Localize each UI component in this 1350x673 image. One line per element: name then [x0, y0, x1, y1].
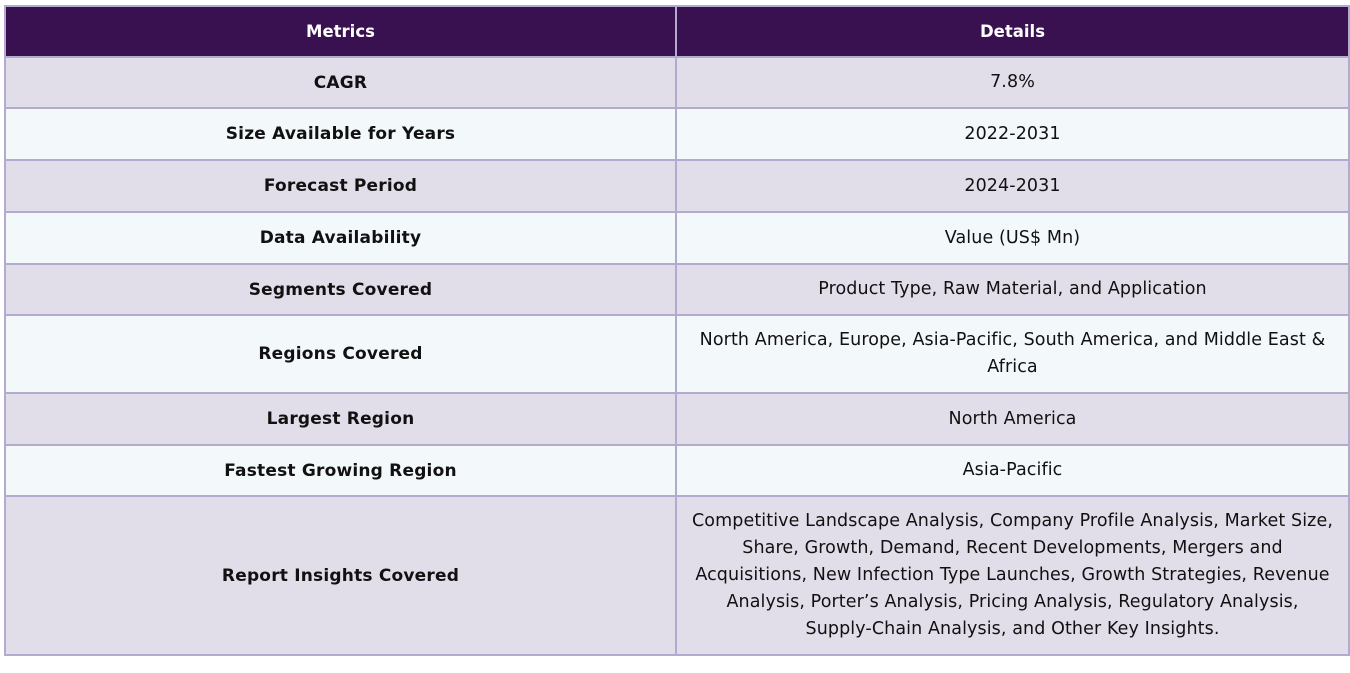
metric-cell: Report Insights Covered: [4, 495, 677, 656]
metric-cell: Size Available for Years: [4, 107, 677, 161]
metric-cell: Fastest Growing Region: [4, 444, 677, 497]
detail-cell: North America: [675, 392, 1350, 446]
detail-cell: Asia-Pacific: [675, 444, 1350, 497]
header-metrics: Metrics: [4, 5, 677, 58]
report-metrics-table: Metrics Details CAGR 7.8% Size Available…: [4, 5, 1350, 656]
detail-cell: Product Type, Raw Material, and Applicat…: [675, 263, 1350, 316]
table-row: CAGR 7.8%: [4, 56, 1350, 109]
table-row: Regions Covered North America, Europe, A…: [4, 314, 1350, 394]
metric-cell: Largest Region: [4, 392, 677, 446]
metric-cell: Regions Covered: [4, 314, 677, 394]
report-metrics-table-container: Metrics Details CAGR 7.8% Size Available…: [4, 5, 1350, 656]
table-row: Fastest Growing Region Asia-Pacific: [4, 444, 1350, 497]
table-row: Forecast Period 2024-2031: [4, 159, 1350, 213]
header-details: Details: [675, 5, 1350, 58]
detail-cell: Competitive Landscape Analysis, Company …: [675, 495, 1350, 656]
metric-cell: Forecast Period: [4, 159, 677, 213]
metric-cell: Data Availability: [4, 211, 677, 265]
table-row: Largest Region North America: [4, 392, 1350, 446]
metric-cell: Segments Covered: [4, 263, 677, 316]
detail-cell: 2022-2031: [675, 107, 1350, 161]
metric-cell: CAGR: [4, 56, 677, 109]
table-row: Segments Covered Product Type, Raw Mater…: [4, 263, 1350, 316]
detail-cell: North America, Europe, Asia-Pacific, Sou…: [675, 314, 1350, 394]
table-row: Size Available for Years 2022-2031: [4, 107, 1350, 161]
table-row: Report Insights Covered Competitive Land…: [4, 495, 1350, 656]
detail-cell: 2024-2031: [675, 159, 1350, 213]
detail-cell: 7.8%: [675, 56, 1350, 109]
detail-cell: Value (US$ Mn): [675, 211, 1350, 265]
table-row: Data Availability Value (US$ Mn): [4, 211, 1350, 265]
table-header-row: Metrics Details: [4, 5, 1350, 58]
